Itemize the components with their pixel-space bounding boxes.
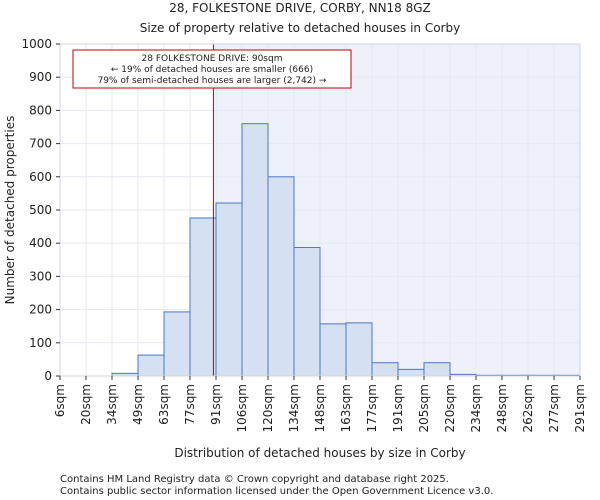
annotation-line-2: ← 19% of detached houses are smaller (66… [111, 65, 313, 75]
bar [241, 123, 269, 377]
bar [189, 217, 217, 377]
x-tick-label: 106sqm [235, 384, 249, 432]
y-tick-label: 200 [29, 303, 52, 317]
chart-title: 28, FOLKESTONE DRIVE, CORBY, NN18 8GZ [169, 1, 431, 15]
bars [111, 123, 581, 377]
x-tick-label: 205sqm [417, 384, 431, 432]
annotation-box: 28 FOLKESTONE DRIVE: 90sqm ← 19% of deta… [72, 49, 352, 89]
y-tick-label: 300 [29, 269, 52, 283]
x-axis: 6sqm 20sqm 34sqm 49sqm 63sqm 77sqm 91sqm 106sqm… [53, 376, 587, 432]
y-tick-label: 500 [29, 203, 52, 217]
x-tick-label: 277sqm [547, 384, 561, 432]
annotation-line-1: 28 FOLKESTONE DRIVE: 90sqm [142, 54, 283, 64]
bar [371, 362, 399, 377]
bar [163, 311, 191, 377]
x-tick-label: 163sqm [339, 384, 353, 432]
x-tick-label: 234sqm [469, 384, 483, 432]
x-tick-label: 34sqm [105, 384, 119, 425]
y-tick-label: 100 [29, 336, 52, 350]
x-tick-label: 220sqm [443, 384, 457, 432]
bar [423, 362, 451, 377]
bar [137, 354, 165, 377]
x-axis-label: Distribution of detached houses by size … [174, 446, 465, 460]
y-tick-label: 0 [44, 369, 52, 383]
footer-line-2: Contains public sector information licen… [60, 486, 493, 497]
bar [293, 247, 321, 377]
x-tick-label: 262sqm [521, 384, 535, 432]
y-axis-label: Number of detached properties [3, 116, 17, 305]
x-tick-label: 120sqm [261, 384, 275, 432]
x-tick-label: 191sqm [391, 384, 405, 432]
x-tick-label: 77sqm [183, 384, 197, 425]
bar [267, 176, 295, 377]
bar [319, 323, 347, 377]
bar [345, 322, 373, 377]
x-tick-label: 291sqm [573, 384, 587, 432]
y-tick-label: 1000 [21, 37, 52, 51]
y-axis: 0 100 200 300 400 500 600 700 800 900 1000 [21, 37, 60, 383]
x-tick-label: 63sqm [157, 384, 171, 425]
y-tick-label: 900 [29, 70, 52, 84]
y-tick-label: 400 [29, 236, 52, 250]
annotation-line-3: 79% of semi-detached houses are larger (… [98, 76, 327, 86]
x-tick-label: 91sqm [209, 384, 223, 425]
bar [215, 202, 243, 377]
annotation-border [72, 49, 352, 89]
y-tick-label: 600 [29, 170, 52, 184]
x-tick-label: 248sqm [495, 384, 509, 432]
x-tick-label: 148sqm [313, 384, 327, 432]
y-tick-label: 700 [29, 137, 52, 151]
x-tick-label: 49sqm [131, 384, 145, 425]
footer-line-1: Contains HM Land Registry data © Crown c… [60, 474, 449, 485]
x-tick-label: 20sqm [79, 384, 93, 425]
y-tick-label: 800 [29, 103, 52, 117]
chart-subtitle: Size of property relative to detached ho… [140, 21, 460, 35]
bar [397, 368, 425, 377]
x-tick-label: 134sqm [287, 384, 301, 432]
x-tick-label: 177sqm [365, 384, 379, 432]
x-tick-label: 6sqm [53, 384, 67, 417]
